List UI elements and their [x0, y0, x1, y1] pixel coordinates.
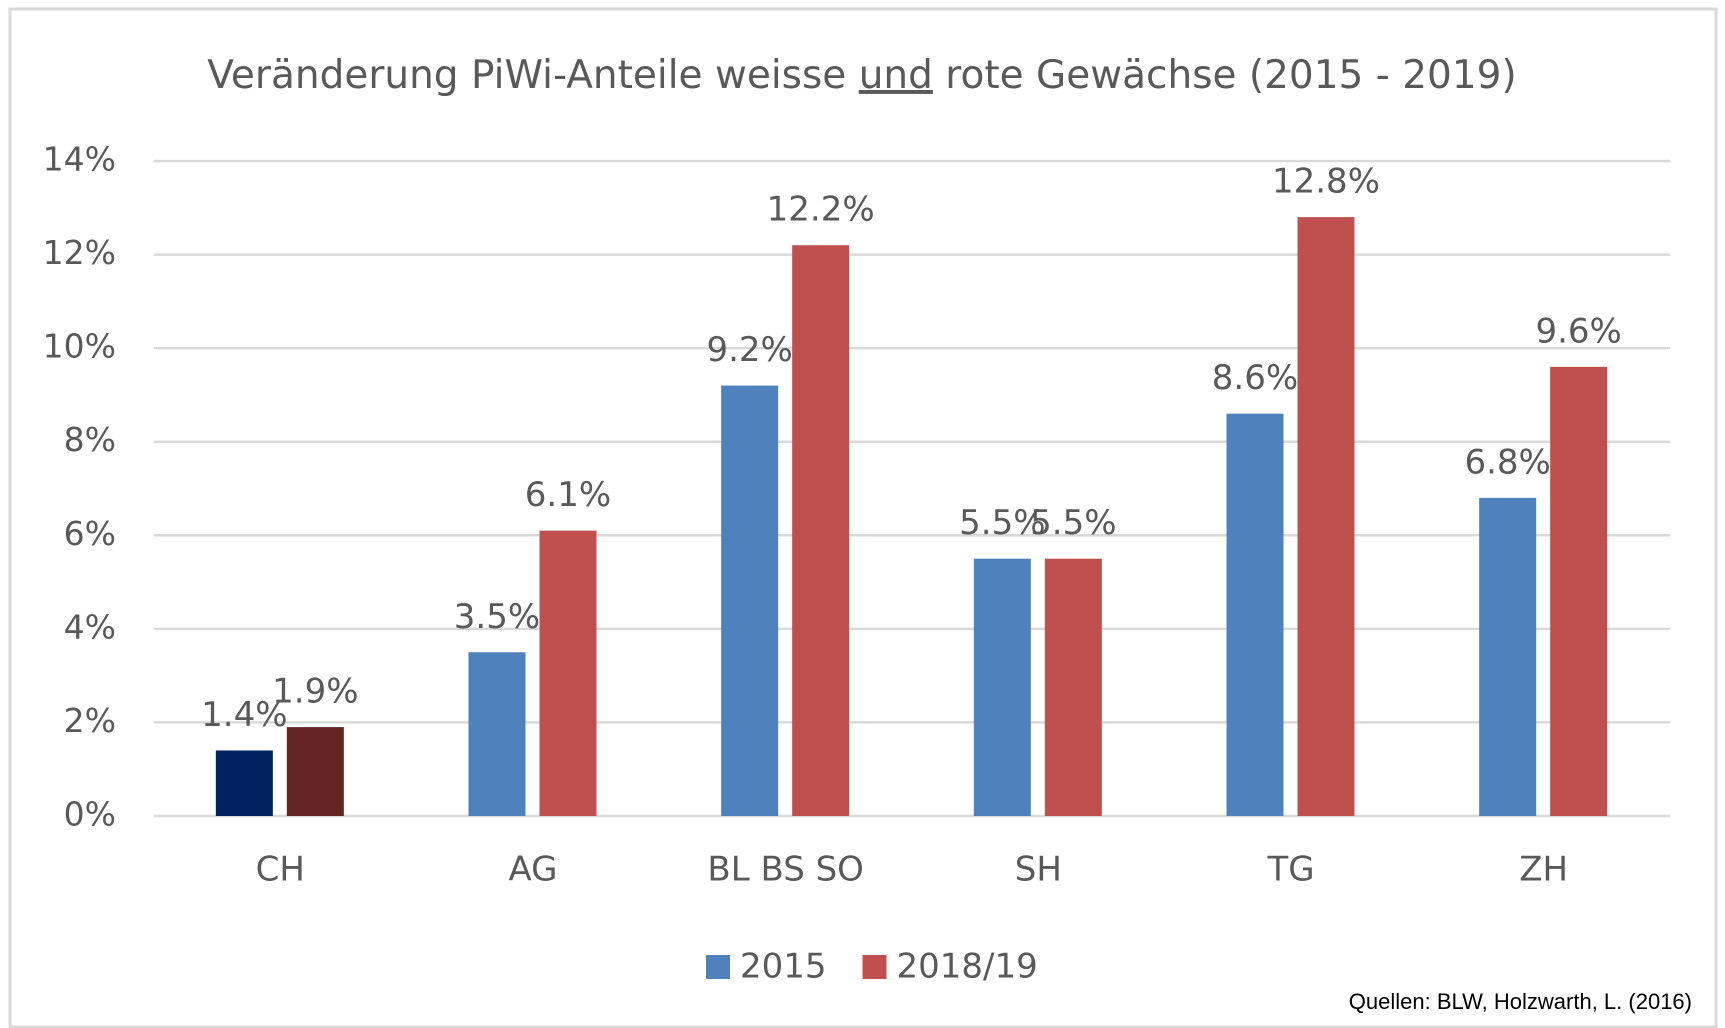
bar: [539, 530, 597, 816]
y-tick-label: 12%: [43, 233, 116, 272]
y-tick-label: 4%: [64, 607, 116, 646]
y-tick-label: 8%: [64, 420, 116, 459]
data-label: 9.2%: [706, 330, 792, 370]
data-label: 5.5%: [1030, 503, 1116, 543]
legend-label: 2015: [740, 947, 827, 987]
data-label: 5.5%: [959, 503, 1045, 543]
legend-label: 2018/19: [897, 947, 1038, 987]
x-tick-label: CH: [256, 850, 305, 890]
title-segment: rote Gewächse (2015 - 2019): [933, 53, 1517, 98]
x-tick-label: SH: [1015, 850, 1062, 890]
bar: [215, 750, 273, 816]
legend-swatch: [862, 955, 887, 979]
source-note: Quellen: BLW, Holzwarth, L. (2016): [1349, 989, 1692, 1014]
chart-frame: [8, 7, 1718, 1028]
y-tick-label: 14%: [43, 140, 116, 179]
data-label: 1.4%: [201, 695, 287, 735]
data-label: 6.1%: [525, 475, 611, 515]
bar: [1479, 497, 1537, 816]
bar: [286, 727, 344, 816]
y-tick-label: 0%: [64, 795, 116, 834]
data-label: 3.5%: [454, 597, 540, 637]
legend: 2015 2018/19: [706, 947, 1038, 987]
bar: [1226, 413, 1284, 816]
data-label: 9.6%: [1535, 311, 1621, 351]
x-tick-label: ZH: [1519, 850, 1568, 890]
y-tick-label: 6%: [64, 514, 116, 553]
title-segment: Veränderung PiWi-Anteile weisse: [207, 53, 858, 98]
data-label: 12.2%: [767, 190, 875, 230]
y-tick-label: 2%: [64, 701, 116, 740]
data-label: 12.8%: [1272, 162, 1380, 202]
data-label: 6.8%: [1464, 442, 1550, 482]
data-label: 8.6%: [1212, 358, 1298, 398]
data-label: 1.9%: [272, 672, 358, 712]
chart-title: Veränderung PiWi-Anteile weisse und rote…: [207, 53, 1516, 98]
bar: [792, 245, 850, 816]
bar: [1297, 217, 1355, 817]
title-segment: und: [859, 53, 933, 98]
y-tick-label: 10%: [43, 327, 116, 366]
bar: [721, 385, 779, 816]
x-tick-label: TG: [1266, 850, 1314, 890]
bar: [1550, 366, 1608, 816]
bar: [1044, 558, 1102, 816]
x-tick-label: AG: [508, 850, 557, 890]
bar: [973, 558, 1031, 816]
legend-swatch: [706, 955, 730, 979]
x-tick-label: BL BS SO: [707, 850, 864, 890]
bar: [468, 652, 526, 816]
